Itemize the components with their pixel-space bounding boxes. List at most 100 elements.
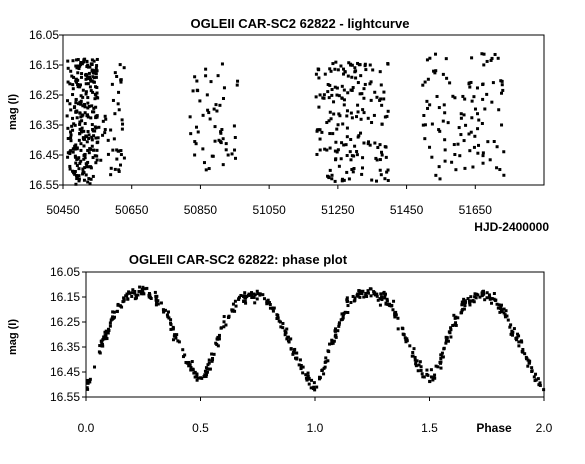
phase-plot-point xyxy=(203,369,207,373)
lightcurve-point xyxy=(485,92,489,96)
phase-plot-point xyxy=(498,310,502,314)
lightcurve-point xyxy=(340,141,344,145)
lightcurve-point xyxy=(325,148,329,152)
lightcurve-point xyxy=(385,170,389,174)
phase-plot-point xyxy=(337,324,341,328)
lightcurve-point xyxy=(323,72,327,76)
lightcurve-point xyxy=(77,167,81,171)
lightcurve-y-tick-label: 16.35 xyxy=(29,118,59,132)
lightcurve-point xyxy=(75,66,79,70)
lightcurve-point xyxy=(339,64,343,68)
lightcurve-point xyxy=(425,58,429,62)
phase-plot-point xyxy=(449,326,453,330)
phase-plot-point xyxy=(380,298,384,302)
phase-plot-point xyxy=(385,297,389,301)
phase-plot-point xyxy=(103,337,107,341)
phase-plot-point xyxy=(250,291,254,295)
phase-plot-point xyxy=(526,364,530,368)
phase-plot-point xyxy=(244,301,248,305)
phase-plot-x-tick-label: 0.5 xyxy=(192,421,209,435)
lightcurve-point xyxy=(85,140,89,144)
lightcurve-point xyxy=(318,93,322,97)
lightcurve-point xyxy=(380,103,384,107)
phase-plot-point xyxy=(196,376,200,380)
phase-plot-point xyxy=(378,303,382,307)
lightcurve-point xyxy=(193,75,197,79)
phase-plot-point xyxy=(482,291,486,295)
phase-plot-point xyxy=(234,304,238,308)
phase-plot-point xyxy=(110,317,114,321)
lightcurve-point xyxy=(351,170,355,174)
phase-plot-point xyxy=(328,342,332,346)
phase-plot-point xyxy=(353,296,357,300)
phase-plot-point xyxy=(506,318,510,322)
lightcurve-point xyxy=(201,113,205,117)
phase-plot-point xyxy=(122,297,126,301)
lightcurve-point xyxy=(490,56,494,60)
phase-plot-point xyxy=(473,292,477,296)
lightcurve-point xyxy=(82,178,86,182)
lightcurve-point xyxy=(317,105,321,109)
lightcurve-point xyxy=(73,123,77,127)
lightcurve-point xyxy=(482,63,486,67)
phase-plot-point xyxy=(499,308,503,312)
phase-plot-point xyxy=(500,310,504,314)
phase-plot-point xyxy=(162,309,166,313)
lightcurve-point xyxy=(80,119,84,123)
phase-plot-point xyxy=(346,310,350,314)
phase-plot-point xyxy=(193,375,197,379)
phase-plot-point xyxy=(523,352,527,356)
phase-plot-point xyxy=(286,339,290,343)
lightcurve-point xyxy=(385,114,389,118)
phase-plot-point xyxy=(383,292,387,296)
phase-plot-point xyxy=(487,293,491,297)
lightcurve-point xyxy=(338,114,342,118)
lightcurve-point xyxy=(69,130,73,134)
phase-plot-point xyxy=(351,294,355,298)
lightcurve-point xyxy=(90,144,94,148)
phase-plot-point xyxy=(210,352,214,356)
phase-plot-point xyxy=(138,285,142,289)
lightcurve-point xyxy=(207,111,211,115)
phase-plot-point xyxy=(171,326,175,330)
phase-plot-point xyxy=(502,307,506,311)
lightcurve-point xyxy=(79,102,83,106)
lightcurve-point xyxy=(500,123,504,127)
phase-plot-point xyxy=(411,351,415,355)
phase-plot-point xyxy=(307,377,311,381)
lightcurve-point xyxy=(384,155,388,159)
lightcurve-point xyxy=(87,76,91,80)
lightcurve-point xyxy=(85,74,89,78)
phase-plot-point xyxy=(210,359,214,363)
phase-plot-point xyxy=(155,299,159,303)
lightcurve-point xyxy=(91,156,95,160)
phase-plot-x-ticks: 0.0 0.5 1.0 1.5 2.0 xyxy=(78,397,553,435)
phase-plot-point xyxy=(112,310,116,314)
lightcurve-point xyxy=(112,137,116,141)
lightcurve-point xyxy=(93,125,97,129)
phase-plot-point xyxy=(291,352,295,356)
lightcurve-point xyxy=(386,168,390,172)
phase-plot-y-tick-label: 16.25 xyxy=(50,315,80,329)
lightcurve-point xyxy=(327,175,331,179)
phase-plot-point xyxy=(391,308,395,312)
lightcurve-point xyxy=(117,90,121,94)
lightcurve-point xyxy=(335,93,339,97)
phase-plot-point xyxy=(154,298,158,302)
lightcurve-point xyxy=(204,168,208,172)
lightcurve-point xyxy=(334,60,338,64)
lightcurve-point xyxy=(456,142,460,146)
phase-plot-point xyxy=(258,292,262,296)
phase-plot-point xyxy=(215,337,219,341)
lightcurve-point xyxy=(212,107,216,111)
phase-plot-point xyxy=(511,333,515,337)
lightcurve-point xyxy=(428,103,432,107)
lightcurve-point xyxy=(370,121,374,125)
lightcurve-point xyxy=(336,123,340,127)
phase-plot-point xyxy=(530,369,534,373)
phase-plot-point xyxy=(385,299,389,303)
lightcurve-point xyxy=(378,70,382,74)
lightcurve-point xyxy=(90,123,94,127)
lightcurve-point xyxy=(350,63,354,67)
phase-plot-point xyxy=(434,364,438,368)
